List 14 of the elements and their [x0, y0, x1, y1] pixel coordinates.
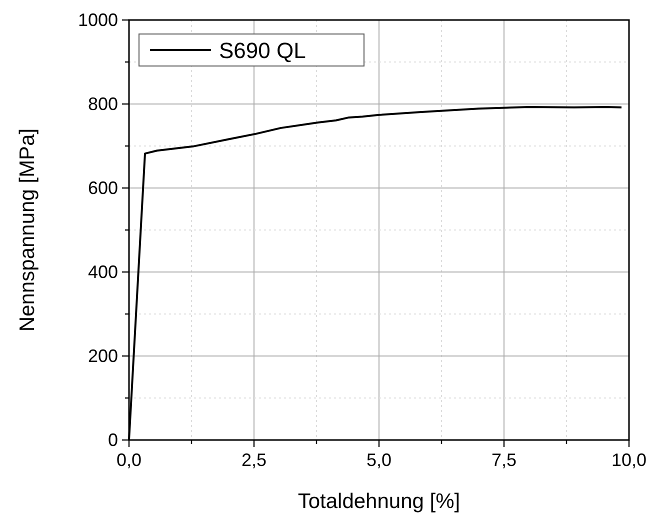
y-tick-label: 400: [88, 262, 118, 282]
y-tick-label: 800: [88, 94, 118, 114]
x-tick-label: 0,0: [116, 450, 142, 470]
y-tick-label: 200: [88, 346, 118, 366]
y-tick-label: 0: [108, 430, 118, 450]
y-tick-label: 600: [88, 178, 118, 198]
x-tick-label: 10,0: [611, 450, 647, 470]
x-tick-label: 2,5: [241, 450, 267, 470]
x-tick-label: 5,0: [366, 450, 392, 470]
legend-label: S690 QL: [219, 38, 306, 63]
y-tick-label: 1000: [78, 10, 118, 30]
y-axis-title: Nennspannung [MPa]: [16, 128, 39, 332]
x-tick-label: 7,5: [491, 450, 517, 470]
x-axis-title: Totaldehnung [%]: [298, 490, 460, 513]
